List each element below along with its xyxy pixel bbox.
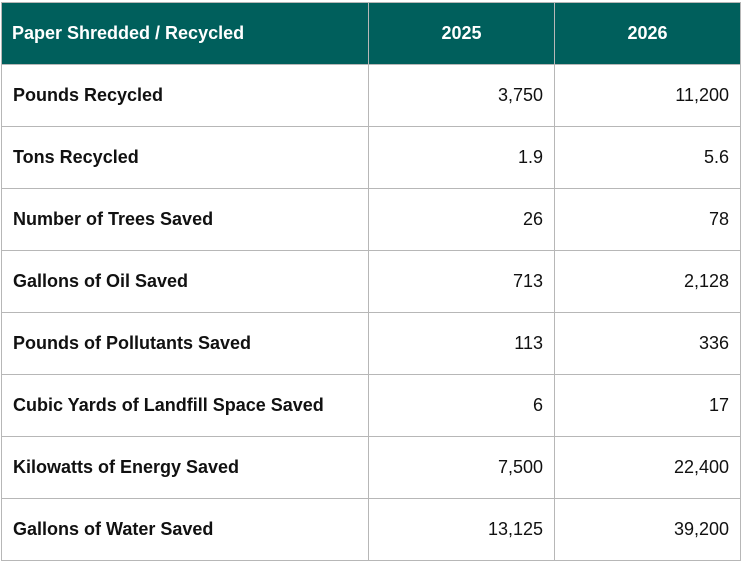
header-year-2026: 2026 [554,2,741,65]
row-label: Gallons of Water Saved [1,498,369,561]
cell-2026: 39,200 [554,498,741,561]
table-row: Kilowatts of Energy Saved 7,500 22,400 [1,436,741,499]
table-row: Gallons of Water Saved 13,125 39,200 [1,498,741,561]
header-category: Paper Shredded / Recycled [1,2,369,65]
cell-2025: 113 [368,312,555,375]
cell-2026: 22,400 [554,436,741,499]
cell-2026: 5.6 [554,126,741,189]
row-label: Pounds of Pollutants Saved [1,312,369,375]
table-row: Gallons of Oil Saved 713 2,128 [1,250,741,313]
cell-2025: 713 [368,250,555,313]
table-row: Cubic Yards of Landfill Space Saved 6 17 [1,374,741,437]
cell-2026: 17 [554,374,741,437]
row-label: Number of Trees Saved [1,188,369,251]
cell-2025: 6 [368,374,555,437]
cell-2026: 11,200 [554,64,741,127]
table-row: Pounds of Pollutants Saved 113 336 [1,312,741,375]
table-row: Pounds Recycled 3,750 11,200 [1,64,741,127]
table-row: Number of Trees Saved 26 78 [1,188,741,251]
cell-2025: 1.9 [368,126,555,189]
cell-2025: 3,750 [368,64,555,127]
header-year-2025: 2025 [368,2,555,65]
header-row: Paper Shredded / Recycled 2025 2026 [1,2,741,65]
row-label: Pounds Recycled [1,64,369,127]
cell-2025: 13,125 [368,498,555,561]
row-label: Gallons of Oil Saved [1,250,369,313]
cell-2025: 26 [368,188,555,251]
cell-2026: 2,128 [554,250,741,313]
cell-2026: 78 [554,188,741,251]
row-label: Tons Recycled [1,126,369,189]
row-label: Cubic Yards of Landfill Space Saved [1,374,369,437]
row-label: Kilowatts of Energy Saved [1,436,369,499]
table-row: Tons Recycled 1.9 5.6 [1,126,741,189]
cell-2026: 336 [554,312,741,375]
cell-2025: 7,500 [368,436,555,499]
